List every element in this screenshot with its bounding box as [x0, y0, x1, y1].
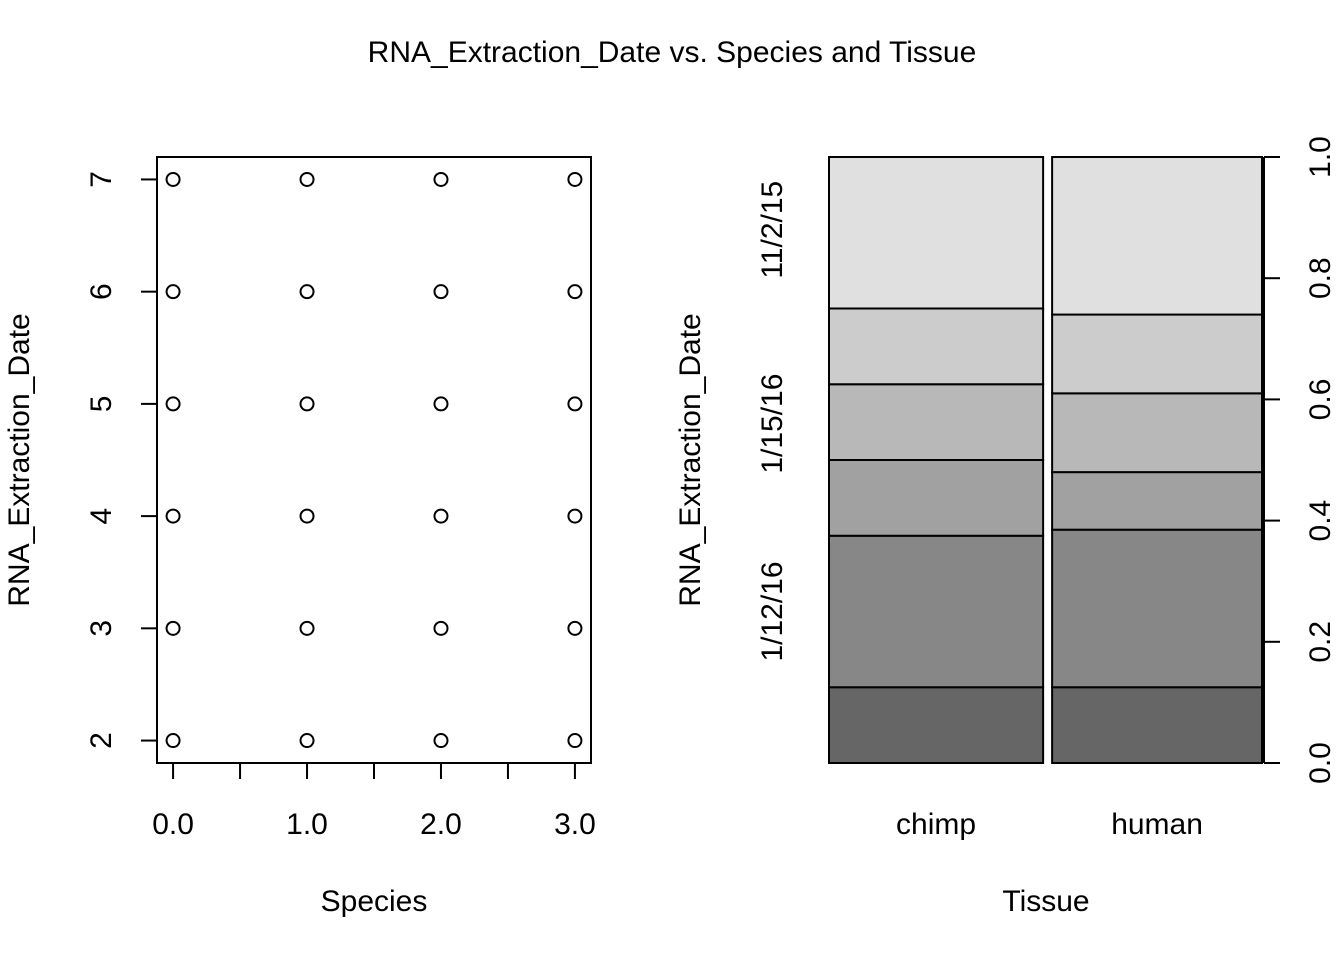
scatter-panel: 0.0 1.0 2.0 3.0 2 3 4 5 6 7 Species RNA_Extracti…	[3, 156, 596, 918]
scatter-point	[165, 508, 181, 524]
spineplot-segment	[1051, 392, 1263, 474]
scatter-y-tick-label: 4	[85, 508, 118, 525]
scatter-point	[165, 284, 181, 300]
spineplot-segment	[1051, 156, 1263, 316]
scatter-point	[433, 733, 449, 749]
spineplot-y-tick-label: 0.0	[1304, 742, 1337, 784]
spineplot-level-label: 11/2/15	[756, 181, 789, 279]
scatter-x-tick-label: 0.0	[152, 808, 194, 841]
spineplot-segment	[828, 307, 1045, 386]
scatter-y-axis: 2 3 4 5 6 7	[85, 171, 158, 749]
spineplot-level-labels: 1/12/16 1/15/16 11/2/15	[756, 181, 789, 662]
spineplot-segment	[828, 156, 1045, 310]
spineplot-segments	[828, 156, 1263, 764]
scatter-y-tick-label: 2	[85, 732, 118, 749]
spineplot-panel: 0.0 0.2 0.4 0.6 0.8 1.0 1/12/16 1/15/16 11/2/15…	[674, 136, 1337, 918]
scatter-point	[433, 620, 449, 636]
spineplot-segment	[1051, 313, 1263, 395]
scatter-point	[165, 396, 181, 412]
spineplot-category-label: human	[1111, 808, 1203, 841]
spineplot-x-axis-title: Tissue	[1002, 885, 1089, 918]
scatter-plot-frame	[156, 156, 592, 764]
spineplot-segment	[828, 534, 1045, 689]
scatter-point	[299, 171, 315, 187]
scatter-point	[433, 171, 449, 187]
spineplot-category-label: chimp	[896, 808, 976, 841]
scatter-point	[567, 733, 583, 749]
scatter-y-tick-label: 5	[85, 396, 118, 413]
scatter-point	[433, 508, 449, 524]
spineplot-right-axis: 0.0 0.2 0.4 0.6 0.8 1.0	[1263, 136, 1337, 784]
spineplot-y-tick-label: 0.2	[1304, 621, 1337, 663]
scatter-point	[299, 396, 315, 412]
scatter-point	[433, 284, 449, 300]
spineplot-segment	[1051, 471, 1263, 531]
scatter-x-axis-title: Species	[321, 885, 428, 918]
spineplot-y-tick-label: 1.0	[1304, 136, 1337, 178]
scatter-x-axis: 0.0 1.0 2.0 3.0	[152, 762, 596, 841]
scatter-y-tick-label: 6	[85, 283, 118, 300]
spineplot-y-tick-label: 0.4	[1304, 500, 1337, 542]
spineplot-segment	[828, 383, 1045, 461]
scatter-point	[567, 508, 583, 524]
scatter-y-tick-label: 7	[85, 171, 118, 188]
scatter-point	[567, 396, 583, 412]
spineplot-level-label: 1/15/16	[756, 374, 789, 474]
scatter-point	[567, 171, 583, 187]
spineplot-segment	[1051, 528, 1263, 689]
spineplot-y-axis-title: RNA_Extraction_Date	[674, 313, 707, 606]
scatter-x-tick-label: 2.0	[420, 808, 462, 841]
scatter-point	[567, 284, 583, 300]
scatter-point	[299, 508, 315, 524]
scatter-point	[433, 396, 449, 412]
spineplot-y-tick-label: 0.8	[1304, 257, 1337, 299]
spineplot-category-labels: chimp human	[896, 808, 1203, 841]
spineplot-segment	[828, 686, 1045, 764]
spineplot-y-tick-label: 0.6	[1304, 379, 1337, 421]
scatter-y-tick-label: 3	[85, 620, 118, 637]
scatter-point	[165, 733, 181, 749]
scatter-points	[165, 171, 583, 749]
spineplot-segment	[1051, 686, 1263, 764]
scatter-point	[299, 284, 315, 300]
chart-title: RNA_Extraction_Date vs. Species and Tiss…	[368, 36, 977, 69]
scatter-point	[567, 620, 583, 636]
spineplot-segment	[828, 459, 1045, 537]
scatter-point	[165, 620, 181, 636]
scatter-x-tick-label: 3.0	[554, 808, 596, 841]
scatter-point	[299, 733, 315, 749]
scatter-point	[299, 620, 315, 636]
scatter-point	[165, 171, 181, 187]
spineplot-level-label: 1/12/16	[756, 561, 789, 661]
scatter-x-tick-label: 1.0	[286, 808, 328, 841]
scatter-y-axis-title: RNA_Extraction_Date	[3, 313, 36, 606]
